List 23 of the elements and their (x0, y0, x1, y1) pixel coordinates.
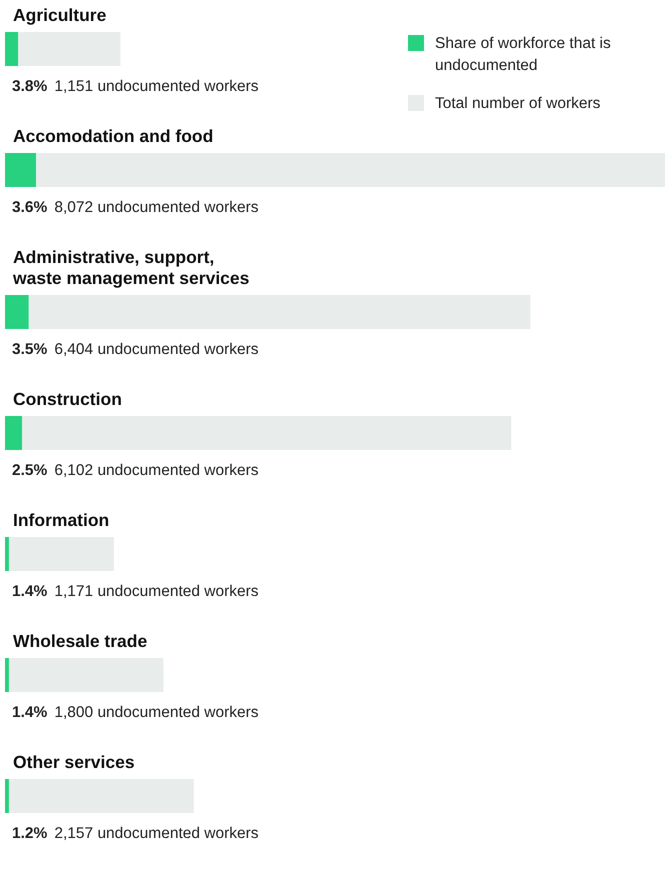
annotation: 2,157 undocumented workers (54, 825, 259, 842)
y-tick-label: Other services (13, 752, 135, 772)
annotation: 1.2% (12, 825, 48, 842)
y-tick-label: Agriculture (13, 5, 107, 25)
y-tick-label: Information (13, 510, 110, 530)
annotation: 3.8% (12, 78, 48, 95)
annotation: 6,404 undocumented workers (54, 341, 259, 358)
annotation: 1,171 undocumented workers (54, 583, 259, 600)
legend-label: Total number of workers (435, 95, 601, 112)
annotation: 1,151 undocumented workers (54, 78, 259, 95)
annotation: 2.5% (12, 462, 48, 479)
y-tick-label: Accomodation and food (13, 126, 214, 146)
annotation: 6,102 undocumented workers (54, 462, 259, 479)
annotation: 1.4% (12, 583, 48, 600)
y-tick-label: Administrative, support, waste management services (12, 247, 250, 288)
annotation: 1,800 undocumented workers (54, 704, 259, 721)
y-tick-label: Wholesale trade (13, 631, 148, 651)
y-tick-label: Construction (13, 389, 122, 409)
annotation: 3.6% (12, 199, 48, 216)
annotation: 1.4% (12, 704, 48, 721)
annotation: 3.5% (12, 341, 48, 358)
legend-label: Share of workforce that is undocumented (435, 35, 611, 74)
annotation: 8,072 undocumented workers (54, 199, 259, 216)
